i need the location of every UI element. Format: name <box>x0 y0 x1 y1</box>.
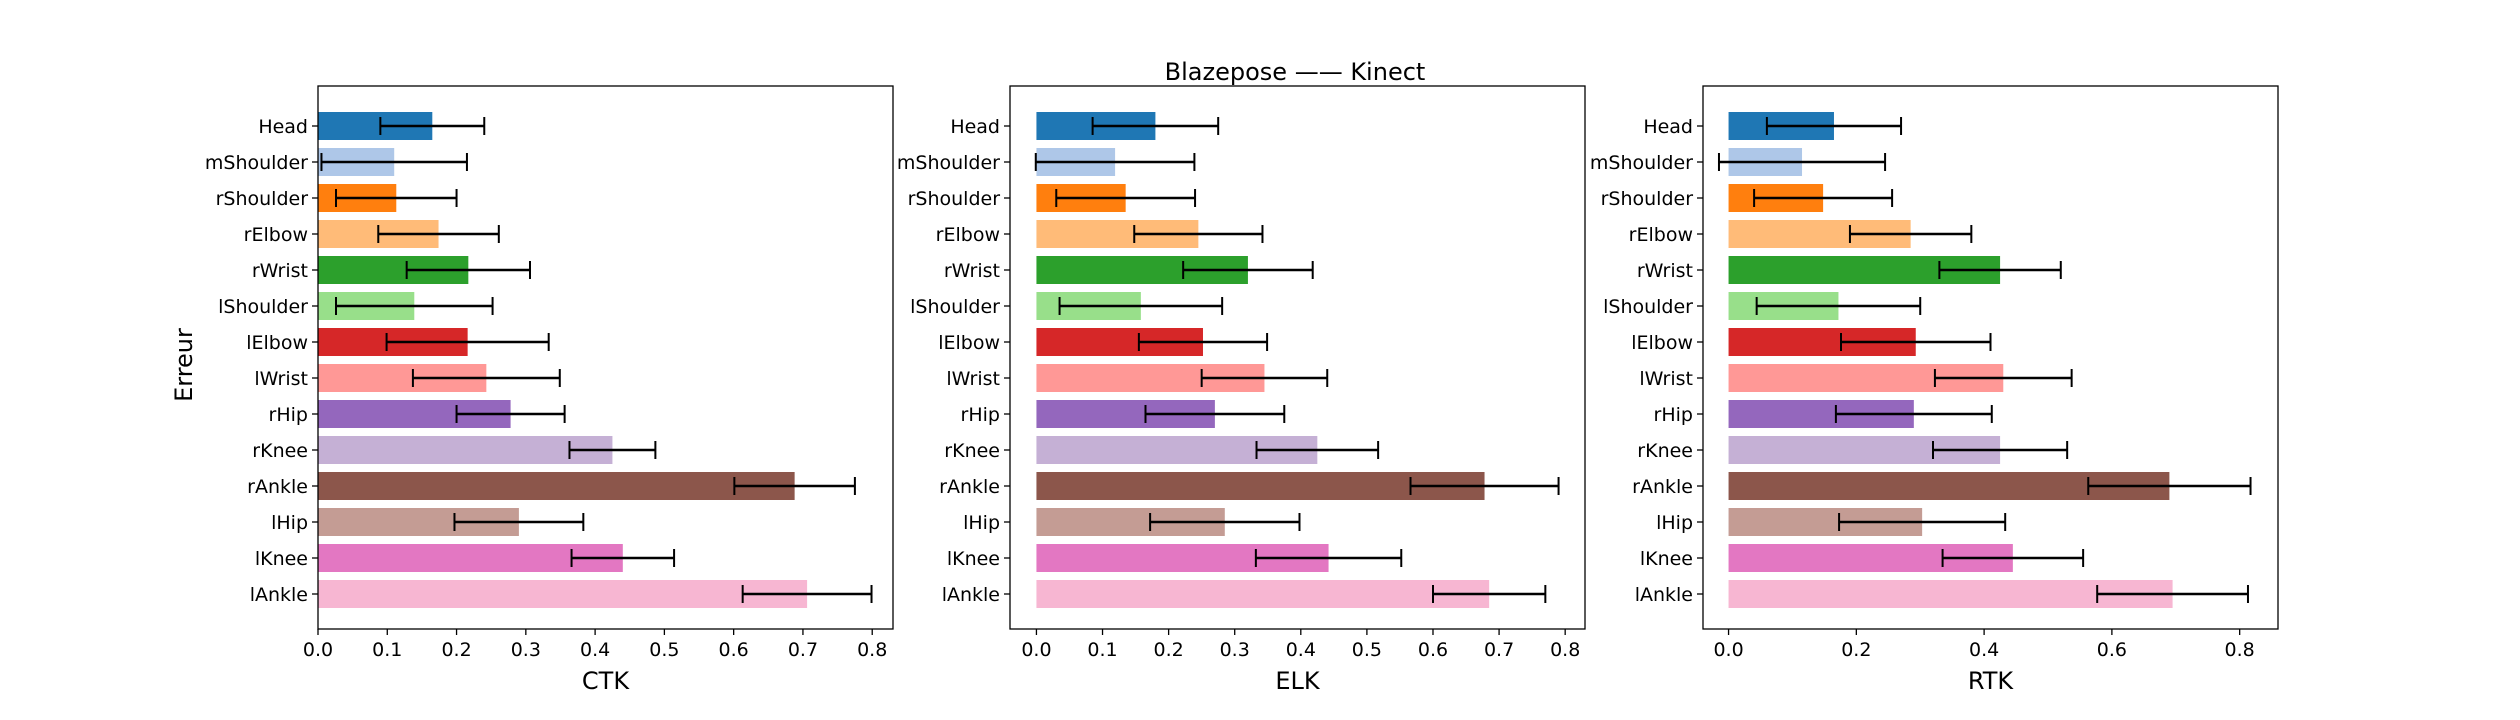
xtick-label-0.4: 0.4 <box>1286 639 1316 661</box>
ytick-label-rElbow: rElbow <box>1629 224 1693 246</box>
ytick-label-lHip: lHip <box>963 512 1000 534</box>
ytick-label-lShoulder: lShoulder <box>218 296 308 318</box>
ytick-label-rShoulder: rShoulder <box>216 188 309 210</box>
ytick-label-lWrist: lWrist <box>1639 368 1693 390</box>
ytick-label-lKnee: lKnee <box>947 548 1000 570</box>
ytick-label-rWrist: rWrist <box>944 260 1000 282</box>
axes-frame <box>1009 85 1586 630</box>
xtick-label-0.1: 0.1 <box>372 639 402 661</box>
figure-ylabel: Erreur <box>170 328 198 402</box>
ytick-label-lShoulder: lShoulder <box>910 296 1000 318</box>
xtick-label-0.7: 0.7 <box>1484 639 1514 661</box>
ytick-label-lElbow: lElbow <box>938 332 1000 354</box>
ytick-label-lWrist: lWrist <box>254 368 308 390</box>
xtick-label-0.5: 0.5 <box>649 639 679 661</box>
ytick-label-Head: Head <box>1643 116 1693 138</box>
bar-rKnee <box>318 436 613 464</box>
ytick-label-rAnkle: rAnkle <box>1632 476 1693 498</box>
xtick-label-0.5: 0.5 <box>1352 639 1382 661</box>
ytick-label-lHip: lHip <box>271 512 308 534</box>
xtick-label-0.3: 0.3 <box>511 639 541 661</box>
ytick-label-lAnkle: lAnkle <box>1635 584 1693 606</box>
xtick-label-0.7: 0.7 <box>788 639 818 661</box>
ytick-label-Head: Head <box>258 116 308 138</box>
ytick-label-rHip: rHip <box>961 404 1000 426</box>
panel-ctk: Head mShoulder rShoulder rElbow rWrist lShoul… <box>205 85 894 695</box>
ytick-label-lHip: lHip <box>1656 512 1693 534</box>
ytick-label-lElbow: lElbow <box>1631 332 1693 354</box>
ytick-label-Head: Head <box>950 116 1000 138</box>
ytick-label-rElbow: rElbow <box>244 224 308 246</box>
xtick-label-0.6: 0.6 <box>2097 639 2127 661</box>
ytick-label-rWrist: rWrist <box>252 260 308 282</box>
xtick-label-0.6: 0.6 <box>719 639 749 661</box>
xtick-label-0.8: 0.8 <box>1550 639 1580 661</box>
xtick-label-0.3: 0.3 <box>1220 639 1250 661</box>
panel-elk: Head mShoulder rShoulder rElbow rWrist lShoul… <box>897 85 1586 695</box>
ytick-label-mShoulder: mShoulder <box>1590 152 1693 174</box>
xtick-label-0.2: 0.2 <box>1841 639 1871 661</box>
xtick-label-0.0: 0.0 <box>1021 639 1051 661</box>
ytick-label-mShoulder: mShoulder <box>897 152 1000 174</box>
ytick-label-rElbow: rElbow <box>936 224 1000 246</box>
ytick-label-rKnee: rKnee <box>1637 440 1693 462</box>
axes-frame <box>317 85 894 630</box>
ytick-label-lShoulder: lShoulder <box>1603 296 1693 318</box>
xtick-label-0.0: 0.0 <box>303 639 333 661</box>
ytick-label-rKnee: rKnee <box>252 440 308 462</box>
xtick-label-0.8: 0.8 <box>857 639 887 661</box>
xtick-label-0.6: 0.6 <box>1418 639 1448 661</box>
ytick-label-rHip: rHip <box>269 404 308 426</box>
xlabel: RTK <box>1968 667 2015 695</box>
ytick-label-mShoulder: mShoulder <box>205 152 308 174</box>
axes-frame <box>1702 85 2279 630</box>
xlabel: CTK <box>582 667 630 695</box>
ytick-label-rAnkle: rAnkle <box>247 476 308 498</box>
xlabel: ELK <box>1275 667 1321 695</box>
ytick-label-rHip: rHip <box>1654 404 1693 426</box>
bar-lAnkle <box>318 580 808 608</box>
ytick-label-lAnkle: lAnkle <box>250 584 308 606</box>
ytick-label-lElbow: lElbow <box>246 332 308 354</box>
ytick-label-lAnkle: lAnkle <box>942 584 1000 606</box>
ytick-label-lKnee: lKnee <box>255 548 308 570</box>
ytick-label-lWrist: lWrist <box>946 368 1000 390</box>
ytick-label-rKnee: rKnee <box>944 440 1000 462</box>
bar-rAnkle <box>318 472 795 500</box>
xtick-label-0.1: 0.1 <box>1087 639 1117 661</box>
ytick-label-lKnee: lKnee <box>1640 548 1693 570</box>
xtick-label-0.4: 0.4 <box>1969 639 1999 661</box>
ytick-label-rWrist: rWrist <box>1637 260 1693 282</box>
ytick-label-rShoulder: rShoulder <box>1601 188 1694 210</box>
bar-lAnkle <box>1036 580 1490 608</box>
xtick-label-0.2: 0.2 <box>1154 639 1184 661</box>
xtick-label-0.2: 0.2 <box>441 639 471 661</box>
panel-rtk: Head mShoulder rShoulder rElbow rWrist lShoul… <box>1590 85 2279 695</box>
figure-suptitle: Blazepose —— Kinect <box>1165 58 1426 86</box>
xtick-label-0.4: 0.4 <box>580 639 610 661</box>
ytick-label-rShoulder: rShoulder <box>908 188 1001 210</box>
xtick-label-0.8: 0.8 <box>2225 639 2255 661</box>
xtick-label-0.0: 0.0 <box>1713 639 1743 661</box>
ytick-label-rAnkle: rAnkle <box>939 476 1000 498</box>
